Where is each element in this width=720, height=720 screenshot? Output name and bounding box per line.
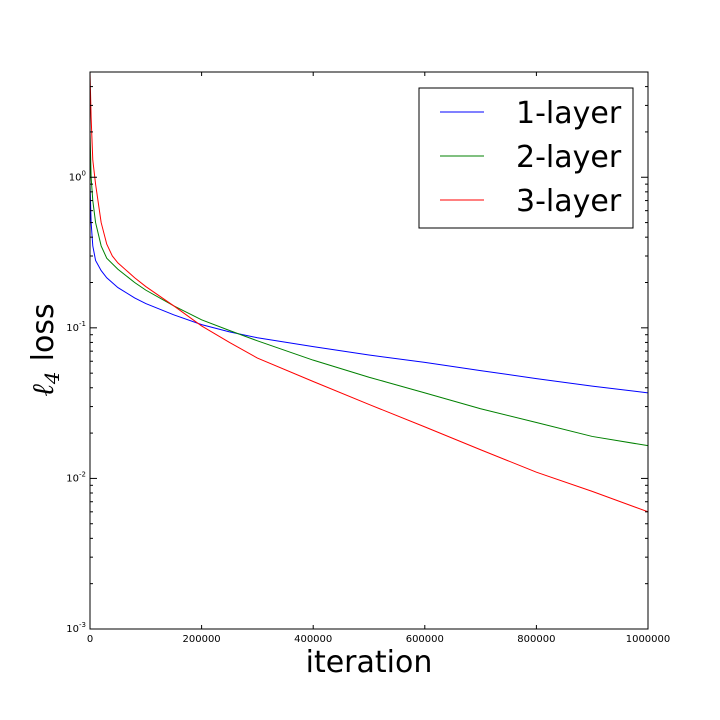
x-tick-label: 600000 bbox=[406, 634, 444, 645]
series-layer bbox=[90, 72, 648, 513]
legend: 1-layer 2-layer 3-layer bbox=[418, 87, 634, 229]
y-axis-label-math-sub: 4 bbox=[40, 371, 64, 385]
y-tick-label: 100 bbox=[69, 169, 86, 183]
legend-label: 1-layer bbox=[516, 96, 622, 131]
x-tick-label: 0 bbox=[87, 634, 93, 645]
y-axis-label-text: loss bbox=[26, 303, 61, 361]
y-axis-label-group: ℓ4 loss bbox=[26, 303, 64, 396]
series-line-1-layer bbox=[90, 184, 648, 394]
series-line-3-layer bbox=[90, 72, 648, 513]
series-line-2-layer bbox=[90, 131, 648, 447]
y-axis-label: ℓ4 loss bbox=[26, 303, 64, 396]
x-tick-label: 400000 bbox=[294, 634, 332, 645]
legend-label: 3-layer bbox=[516, 184, 622, 219]
x-tick-label: 200000 bbox=[183, 634, 221, 645]
x-axis-label: iteration bbox=[306, 645, 433, 680]
y-axis-label-math: ℓ bbox=[26, 384, 61, 397]
legend-label: 2-layer bbox=[516, 140, 622, 175]
tick-layer: 0 200000 400000 600000 800000 1000000 10-3 10-2… bbox=[66, 71, 671, 645]
plot-frame bbox=[89, 71, 649, 630]
y-tick-label: 10-3 bbox=[66, 621, 86, 635]
x-tick-label: 1000000 bbox=[626, 634, 671, 645]
y-tick-label: 10-2 bbox=[66, 470, 86, 484]
y-tick-label: 10-1 bbox=[66, 320, 86, 334]
x-tick-label: 800000 bbox=[517, 634, 555, 645]
legend-box bbox=[418, 87, 634, 229]
